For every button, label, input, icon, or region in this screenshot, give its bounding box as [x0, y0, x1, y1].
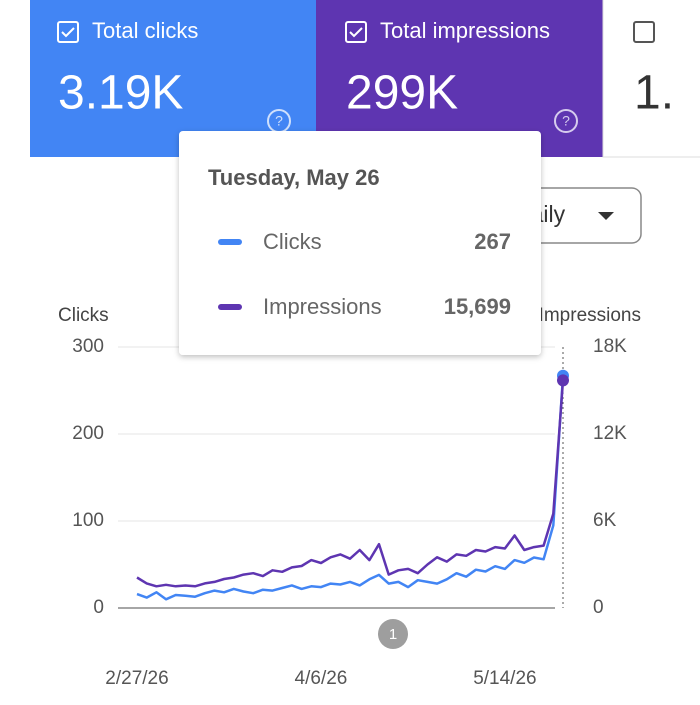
y-tick-label: 300: [72, 336, 104, 357]
y2-tick-label: 12K: [593, 423, 627, 444]
x-tick-label: 5/14/26: [473, 668, 536, 689]
series-line: [136, 380, 565, 588]
dropdown-arrow: [598, 212, 614, 220]
tooltip-box: [179, 131, 541, 355]
help-icon[interactable]: [554, 109, 578, 133]
card-impressions[interactable]: [316, 0, 603, 157]
card-value: 1.: [634, 67, 674, 120]
x-tick-label: 2/27/26: [105, 668, 168, 689]
tooltip-label: Impressions: [263, 294, 382, 319]
y-tick-label: 200: [72, 423, 104, 444]
annotation-marker[interactable]: [378, 619, 408, 649]
y2-tick-label: 6K: [593, 510, 617, 531]
card-value: 3.19K: [58, 67, 183, 120]
check: [349, 27, 363, 38]
card-label: Total clicks: [92, 18, 198, 43]
y2-axis-label: Impressions: [539, 305, 641, 326]
check: [61, 27, 75, 38]
card-third[interactable]: [602, 0, 700, 158]
x-tick-label: 4/6/26: [295, 668, 348, 689]
tooltip-title: Tuesday, May 26: [208, 165, 380, 190]
y-tick-label: 0: [93, 597, 104, 618]
annotation-label: 1: [389, 626, 397, 643]
tooltip: Tuesday, May 26 Clicks 267 Impressions 1…: [179, 131, 541, 355]
y2-tick-label: 0: [593, 597, 604, 618]
checkbox[interactable]: [633, 21, 655, 43]
plot: 0 100 200 300 0 6K 12K 18K 2/27/26 4/6/26 5/14/26: [72, 336, 627, 689]
series-line: [136, 375, 565, 601]
hover-dot: [557, 374, 569, 387]
y-tick-label: 100: [72, 510, 104, 531]
checkbox[interactable]: [345, 21, 367, 43]
help-icon: ?: [275, 113, 283, 129]
tooltip-value: 267: [474, 229, 511, 254]
card-value: 299K: [346, 67, 458, 120]
card-label: Total impressions: [380, 18, 550, 43]
checkbox[interactable]: [57, 21, 79, 43]
help-icon: ?: [562, 113, 570, 129]
tooltip-value: 15,699: [444, 294, 511, 319]
y2-tick-label: 18K: [593, 336, 627, 357]
tooltip-label: Clicks: [263, 229, 322, 254]
y-axis-label: Clicks: [58, 305, 109, 326]
